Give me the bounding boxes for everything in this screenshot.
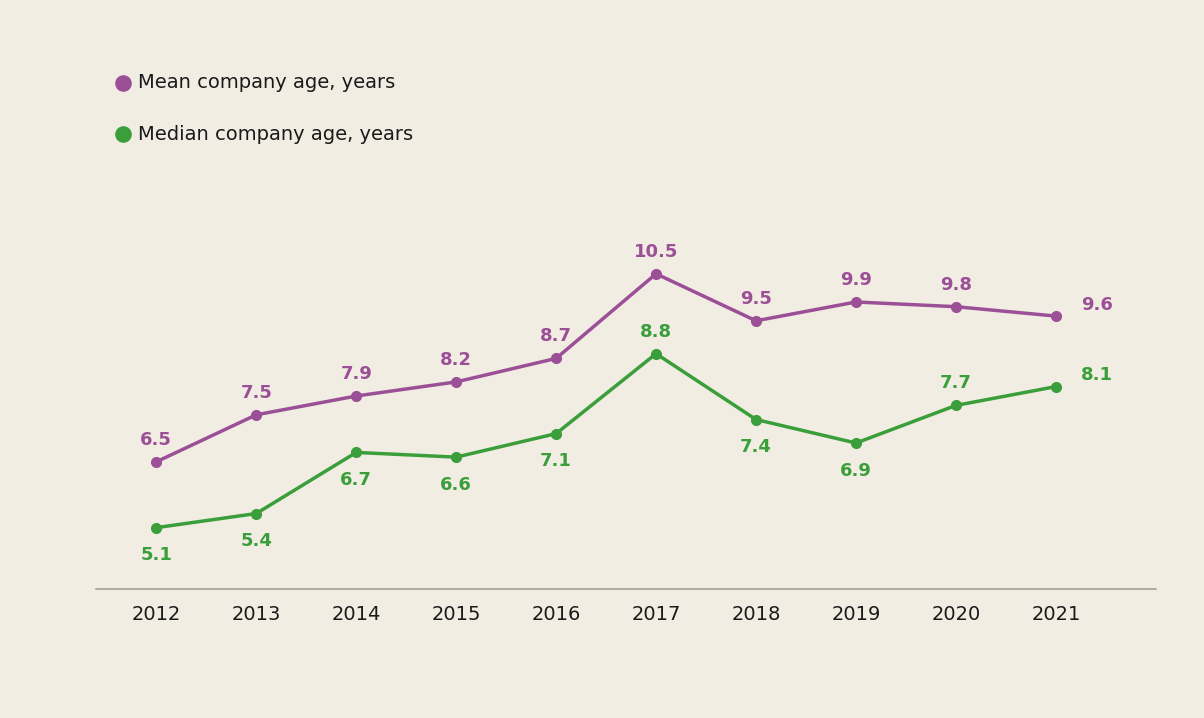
Text: 9.6: 9.6 [1081,296,1112,314]
Text: 10.5: 10.5 [633,243,678,261]
Text: Median company age, years: Median company age, years [138,125,414,144]
Text: 7.7: 7.7 [940,374,972,392]
Point [113,77,132,88]
Text: 5.1: 5.1 [141,546,172,564]
Text: 5.4: 5.4 [241,532,272,550]
Text: 6.9: 6.9 [840,462,872,480]
Text: 9.8: 9.8 [940,276,972,294]
Text: 6.6: 6.6 [441,476,472,494]
Text: 7.9: 7.9 [341,365,372,383]
Text: 8.1: 8.1 [1081,366,1112,384]
Text: 8.7: 8.7 [541,327,572,345]
Point [113,129,132,140]
Text: 7.5: 7.5 [241,383,272,401]
Text: 6.5: 6.5 [141,431,172,449]
Text: 7.4: 7.4 [740,438,772,457]
Text: 9.9: 9.9 [840,271,872,289]
Text: 9.5: 9.5 [740,289,772,307]
Text: 8.8: 8.8 [641,322,672,340]
Text: 7.1: 7.1 [541,452,572,470]
Text: 6.7: 6.7 [341,471,372,489]
Text: 8.2: 8.2 [441,351,472,369]
Text: Mean company age, years: Mean company age, years [138,73,396,92]
